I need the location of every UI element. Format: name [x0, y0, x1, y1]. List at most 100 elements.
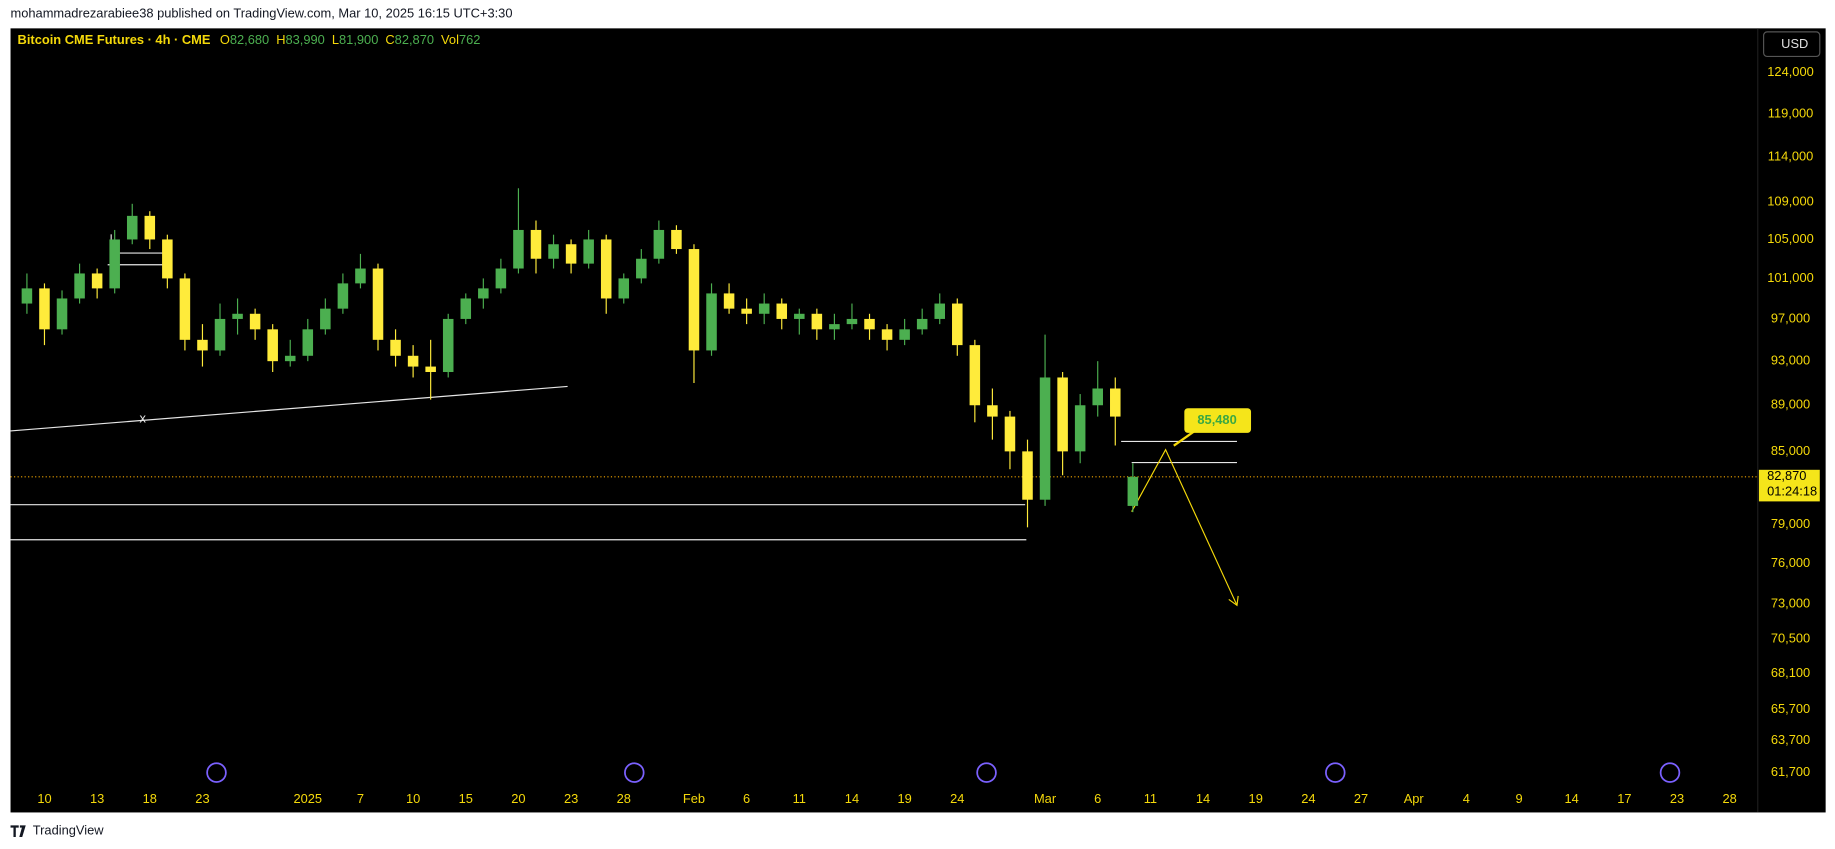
x-tick-label: 11 [1144, 791, 1157, 806]
x-tick-label: 14 [845, 791, 859, 806]
candle-body [723, 293, 735, 309]
candle-body [478, 288, 489, 299]
y-tick-label: 61,700 [1771, 764, 1810, 779]
y-tick-label: 70,500 [1771, 630, 1810, 645]
candle-body [916, 318, 928, 330]
price-tag-countdown: 01:24:18 [1767, 483, 1817, 498]
candle-body [794, 313, 805, 319]
trend-marker: x [140, 411, 147, 426]
x-tick-label: 23 [195, 791, 209, 806]
candle-body [1039, 377, 1051, 500]
x-tick-label: 28 [617, 791, 631, 806]
event-icon [1659, 762, 1681, 783]
event-icons [206, 762, 1681, 783]
legend-value: 82,870 [395, 33, 434, 48]
annotation-box [1184, 408, 1252, 433]
y-tick-label: 63,700 [1771, 732, 1810, 747]
candle-body [214, 318, 226, 351]
projection-path [1131, 448, 1239, 607]
brand-logo [10, 825, 26, 838]
y-tick-label: 76,000 [1771, 555, 1810, 570]
candle-body [565, 244, 577, 264]
x-tick-label: 14 [1565, 791, 1579, 806]
x-tick-label: 7 [357, 791, 364, 806]
candle-body [881, 329, 893, 340]
x-tick-label: 2025 [293, 791, 322, 806]
arrow-head [1228, 595, 1239, 607]
candle-body [636, 258, 647, 279]
candle-body [618, 278, 630, 299]
price-tag-value: 82,870 [1767, 468, 1806, 483]
x-tick-label: 23 [564, 791, 578, 806]
candle-body [249, 313, 261, 330]
candle-body [1074, 405, 1086, 452]
candle-body [425, 366, 436, 373]
ohlc-legend: Bitcoin CME Futures · 4h · CME O82,680 H83… [18, 33, 481, 48]
y-tick-label: 105,000 [1767, 231, 1813, 246]
candle-body [162, 239, 173, 279]
currency-box[interactable] [1763, 31, 1821, 58]
legend-value: 82,680 [230, 33, 269, 48]
x-tick-label: 20 [511, 791, 525, 806]
trend-line [10, 385, 568, 432]
x-tick-label: 10 [37, 791, 51, 806]
candle-body [302, 329, 314, 356]
y-tick-label: 79,000 [1771, 516, 1810, 531]
x-tick-label: 4 [1463, 791, 1470, 806]
candle-body [758, 303, 770, 314]
x-tick-label: Feb [683, 791, 705, 806]
currency-label[interactable]: USD [1781, 36, 1808, 51]
y-tick-label: 101,000 [1767, 270, 1813, 285]
y-tick-label: 85,000 [1771, 443, 1810, 458]
x-tick-label: 15 [459, 791, 473, 806]
legend-key: Vol [441, 33, 459, 48]
event-icon [206, 762, 227, 783]
candle-body [846, 318, 858, 325]
x-tick-label: 27 [1354, 791, 1368, 806]
y-tick-label: 68,100 [1771, 665, 1810, 680]
candle-body [741, 308, 752, 314]
candle-body [197, 339, 208, 351]
candle-body [91, 273, 103, 289]
x-tick-label: 6 [1094, 791, 1101, 806]
legend-value: 83,990 [286, 33, 325, 48]
candle-body [706, 293, 717, 351]
legend-key: O [220, 33, 230, 48]
candle-body [1022, 451, 1033, 500]
x-tick-label: 10 [406, 791, 420, 806]
candle-body [126, 215, 138, 240]
candle-body [1110, 388, 1121, 417]
candle-body [337, 283, 349, 309]
x-tick-label: 9 [1515, 791, 1522, 806]
candle-body [1004, 416, 1016, 452]
candle-body [530, 229, 542, 259]
candle-body [952, 303, 963, 346]
candle-body [1127, 476, 1139, 506]
y-tick-label: 93,000 [1771, 353, 1810, 368]
drawings [10, 234, 1237, 541]
brand-name: TradingView [33, 823, 104, 838]
price-tag [1758, 469, 1820, 502]
x-tick-label: 13 [90, 791, 104, 806]
candle-body [811, 313, 823, 330]
y-tick-label: 73,000 [1771, 595, 1810, 610]
candle-body [144, 215, 156, 240]
x-tick-label: 11 [793, 791, 806, 806]
candle-body [864, 318, 875, 330]
legend-key: C [385, 33, 394, 48]
y-tick-label: 114,000 [1768, 148, 1814, 163]
x-tick-label: 19 [897, 791, 911, 806]
y-tick-label: 124,000 [1767, 64, 1813, 79]
candle-body [1057, 377, 1068, 452]
candle-body [56, 298, 68, 330]
candle-body [671, 229, 682, 250]
y-tick-label: 119,000 [1768, 105, 1814, 120]
x-tick-label: 24 [950, 791, 964, 806]
candle-body [372, 268, 384, 340]
candle-body [776, 303, 788, 319]
y-tick-label: 89,000 [1771, 397, 1810, 412]
candle-body [600, 239, 612, 299]
legend-value: 81,900 [339, 33, 378, 48]
